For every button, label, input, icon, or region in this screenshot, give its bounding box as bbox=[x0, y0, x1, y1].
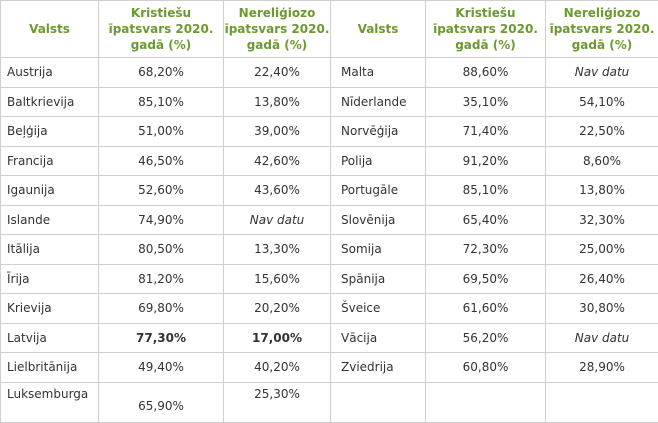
country-cell: Igaunija bbox=[1, 176, 99, 206]
country-cell: Šveice bbox=[331, 294, 426, 324]
column-header: Nereliģiozo īpatsvars 2020. gadā (%) bbox=[546, 1, 658, 58]
country-cell: Krievija bbox=[1, 294, 99, 324]
column-header: Nereliģiozo īpatsvars 2020. gadā (%) bbox=[224, 1, 331, 58]
column-header: Valsts bbox=[1, 1, 99, 58]
country-cell: Francija bbox=[1, 146, 99, 176]
value-cell: 22,40% bbox=[224, 58, 331, 88]
column-header: Kristiešu īpatsvars 2020. gadā (%) bbox=[99, 1, 224, 58]
value-cell: 13,80% bbox=[224, 87, 331, 117]
column-header: Kristiešu īpatsvars 2020. gadā (%) bbox=[426, 1, 546, 58]
value-cell: 15,60% bbox=[224, 264, 331, 294]
value-cell: 61,60% bbox=[426, 294, 546, 324]
country-cell: Slovēnija bbox=[331, 205, 426, 235]
value-cell: Nav datu bbox=[546, 58, 658, 88]
country-cell: Islande bbox=[1, 205, 99, 235]
value-cell: 65,40% bbox=[426, 205, 546, 235]
value-cell: 20,20% bbox=[224, 294, 331, 324]
value-cell: 91,20% bbox=[426, 146, 546, 176]
value-cell: 32,30% bbox=[546, 205, 658, 235]
country-cell: Somija bbox=[331, 235, 426, 265]
country-cell: Zviedrija bbox=[331, 353, 426, 383]
value-cell: 69,80% bbox=[99, 294, 224, 324]
value-cell: 43,60% bbox=[224, 176, 331, 206]
country-cell: Beļģija bbox=[1, 117, 99, 147]
country-cell: Norvēģija bbox=[331, 117, 426, 147]
value-cell: 72,30% bbox=[426, 235, 546, 265]
value-cell: 56,20% bbox=[426, 323, 546, 353]
country-cell: Nīderlande bbox=[331, 87, 426, 117]
value-cell: 42,60% bbox=[224, 146, 331, 176]
empty-cell bbox=[426, 382, 546, 422]
value-cell: 85,10% bbox=[99, 87, 224, 117]
value-cell: 13,30% bbox=[224, 235, 331, 265]
country-cell: Portugāle bbox=[331, 176, 426, 206]
value-cell: 77,30% bbox=[99, 323, 224, 353]
value-cell: 13,80% bbox=[546, 176, 658, 206]
value-cell: 68,20% bbox=[99, 58, 224, 88]
empty-cell bbox=[546, 382, 658, 422]
value-cell: 52,60% bbox=[99, 176, 224, 206]
value-cell: 51,00% bbox=[99, 117, 224, 147]
country-cell: Itālija bbox=[1, 235, 99, 265]
country-cell: Spānija bbox=[331, 264, 426, 294]
country-cell: Austrija bbox=[1, 58, 99, 88]
country-cell: Vācija bbox=[331, 323, 426, 353]
value-cell: 65,90% bbox=[99, 382, 224, 422]
country-cell: Malta bbox=[331, 58, 426, 88]
country-cell: Lielbritānija bbox=[1, 353, 99, 383]
value-cell: 40,20% bbox=[224, 353, 331, 383]
value-cell: 88,60% bbox=[426, 58, 546, 88]
value-cell: 35,10% bbox=[426, 87, 546, 117]
value-cell: 22,50% bbox=[546, 117, 658, 147]
value-cell: 80,50% bbox=[99, 235, 224, 265]
country-cell: Luksemburga bbox=[1, 382, 99, 422]
value-cell: 39,00% bbox=[224, 117, 331, 147]
country-cell: Baltkrievija bbox=[1, 87, 99, 117]
value-cell: 17,00% bbox=[224, 323, 331, 353]
value-cell: 46,50% bbox=[99, 146, 224, 176]
value-cell: Nav datu bbox=[546, 323, 658, 353]
country-cell: Polija bbox=[331, 146, 426, 176]
value-cell: 8,60% bbox=[546, 146, 658, 176]
column-header: Valsts bbox=[331, 1, 426, 58]
value-cell: 28,90% bbox=[546, 353, 658, 383]
country-cell: Īrija bbox=[1, 264, 99, 294]
empty-cell bbox=[331, 382, 426, 422]
value-cell: 49,40% bbox=[99, 353, 224, 383]
value-cell: 69,50% bbox=[426, 264, 546, 294]
value-cell: 60,80% bbox=[426, 353, 546, 383]
value-cell: 26,40% bbox=[546, 264, 658, 294]
value-cell: 81,20% bbox=[99, 264, 224, 294]
value-cell: 85,10% bbox=[426, 176, 546, 206]
country-cell: Latvija bbox=[1, 323, 99, 353]
value-cell: 25,00% bbox=[546, 235, 658, 265]
value-cell: 71,40% bbox=[426, 117, 546, 147]
value-cell: 54,10% bbox=[546, 87, 658, 117]
value-cell: Nav datu bbox=[224, 205, 331, 235]
value-cell: 74,90% bbox=[99, 205, 224, 235]
value-cell: 25,30% bbox=[224, 382, 331, 422]
value-cell: 30,80% bbox=[546, 294, 658, 324]
